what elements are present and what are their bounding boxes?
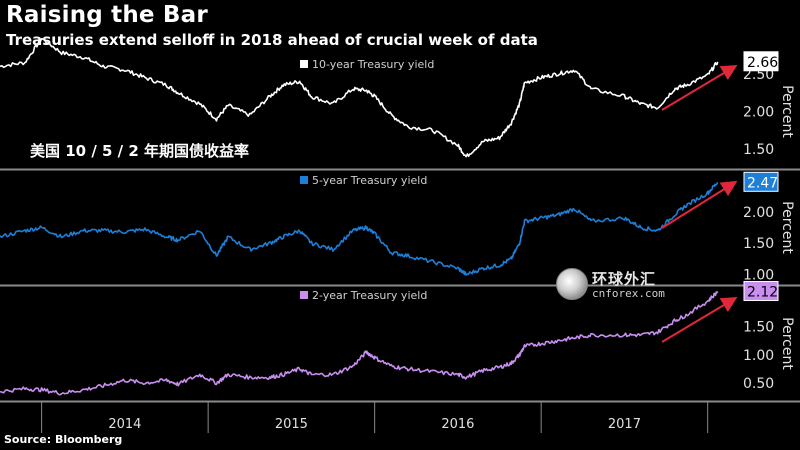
- x-tick-label: 2016: [441, 417, 474, 432]
- watermark-logo: 环球外汇 cnforex.com: [556, 268, 676, 302]
- y-axis-label: Percent: [779, 317, 795, 370]
- chart-title: Raising the Bar: [6, 2, 208, 28]
- series-line-middle: [0, 181, 719, 276]
- y-tick-label: 1.50: [743, 142, 774, 158]
- y-tick-label: 1.00: [743, 348, 774, 364]
- last-value-tag: [743, 171, 779, 192]
- y-tick-label: 0.50: [743, 376, 774, 392]
- y-tick-label: 1.50: [743, 320, 774, 336]
- y-tick-label: 1.50: [743, 236, 774, 252]
- legend-label: 10-year Treasury yield: [312, 58, 434, 71]
- y-tick-label: 2.00: [743, 205, 774, 221]
- last-value-label: 2.12: [747, 285, 778, 301]
- watermark-cn-text: 环球外汇: [592, 270, 657, 288]
- last-value-label: 2.47: [747, 175, 778, 191]
- series-line-top: [0, 37, 719, 158]
- last-value-tag: [743, 51, 779, 72]
- panel-bottom: 2-year Treasury yield 0.50 1.00 1.50 2.12Per…: [0, 281, 800, 403]
- x-axis: 2014 2015 2016 2017: [41, 402, 709, 433]
- logo-emblem-icon: [556, 268, 588, 300]
- trend-arrow-icon: [661, 180, 738, 229]
- last-value-label: 2.66: [747, 55, 778, 71]
- series-line-bottom: [0, 291, 719, 396]
- x-tick-label: 2014: [108, 417, 141, 432]
- trend-arrow-icon: [661, 296, 738, 343]
- legend-swatch: [300, 60, 308, 68]
- y-tick-label: 1.00: [743, 268, 774, 284]
- last-value-tag: [743, 281, 779, 302]
- y-tick-label: 2.00: [743, 105, 774, 121]
- watermark-en-text: cnforex.com: [592, 287, 665, 300]
- chart-subtitle: Treasuries extend selloff in 2018 ahead …: [6, 31, 538, 49]
- legend-label: 5-year Treasury yield: [312, 174, 427, 187]
- legend-swatch: [300, 291, 308, 299]
- x-tick-label: 2017: [608, 417, 641, 432]
- y-axis-label: Percent: [779, 201, 795, 254]
- panel-top: 10-year Treasury yield1.502.002.502.66Pe…: [0, 37, 800, 171]
- trend-arrow-icon: [661, 64, 738, 111]
- source-note: Source: Bloomberg: [4, 433, 123, 446]
- legend-label: 2-year Treasury yield: [312, 289, 427, 302]
- panel-middle: 5-year Treasury yield 1.00 1.50 2.00 2.47Per…: [0, 171, 800, 287]
- y-axis-label: Percent: [779, 85, 795, 138]
- legend-swatch: [300, 176, 308, 184]
- chinese-annotation: 美国 10 / 5 / 2 年期国债收益率: [30, 142, 250, 160]
- x-tick-label: 2015: [275, 417, 308, 432]
